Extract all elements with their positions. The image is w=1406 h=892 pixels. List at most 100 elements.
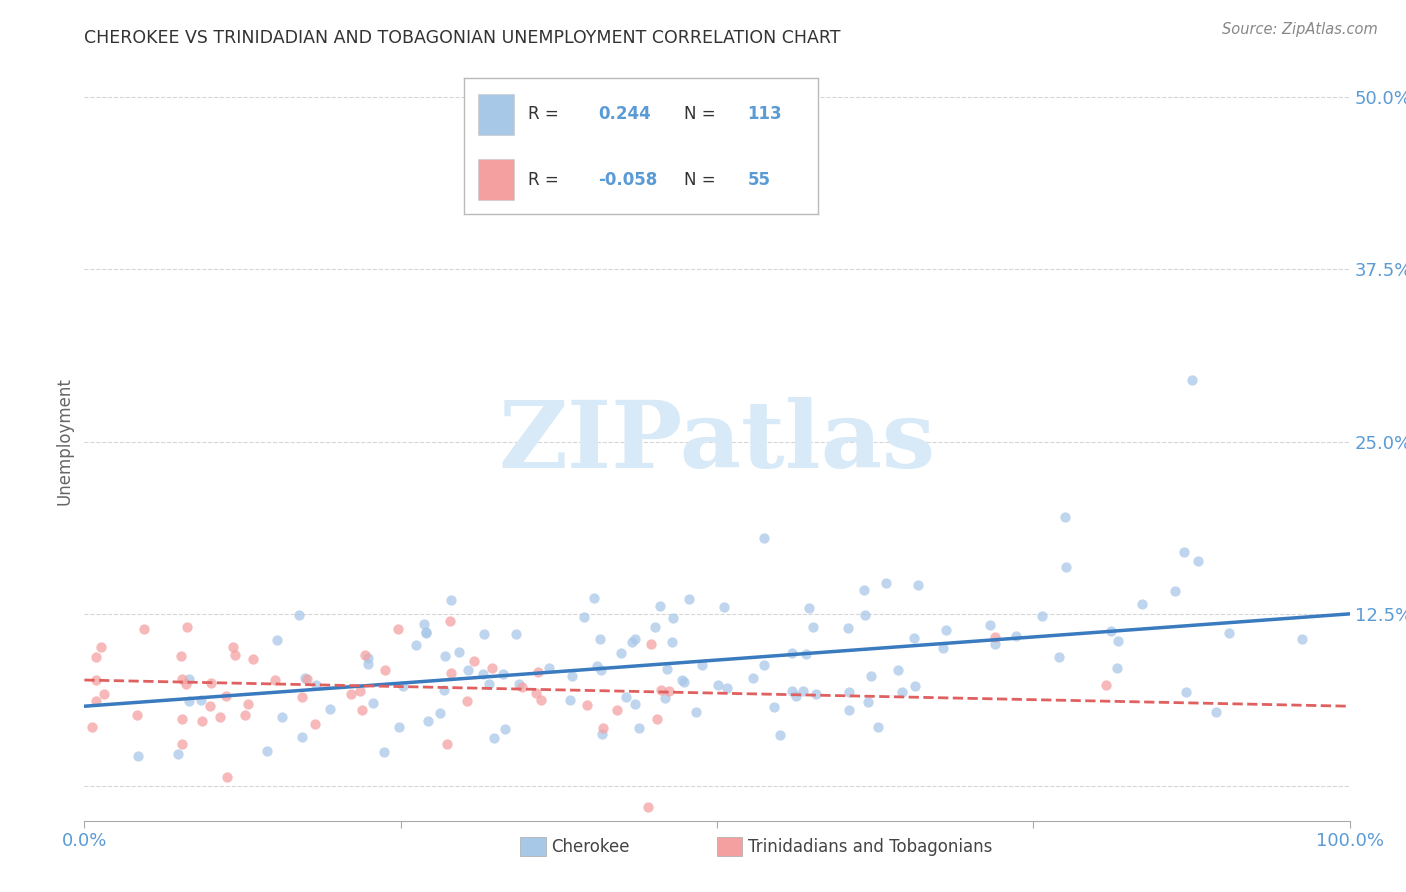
Point	[621, 635, 644, 649]
Point	[685, 705, 707, 719]
Point	[866, 720, 889, 734]
Point	[167, 747, 190, 762]
Point	[797, 600, 820, 615]
Point	[478, 677, 501, 691]
Point	[429, 706, 451, 721]
Point	[672, 675, 695, 690]
Point	[287, 607, 309, 622]
Point	[644, 620, 666, 634]
Point	[169, 648, 191, 663]
Point	[266, 632, 288, 647]
Point	[530, 693, 553, 707]
Point	[754, 531, 776, 545]
Point	[93, 687, 115, 701]
Point	[510, 680, 533, 694]
Point	[170, 672, 193, 686]
Point	[762, 699, 785, 714]
Point	[1054, 510, 1077, 524]
Point	[233, 708, 256, 723]
Point	[415, 624, 437, 639]
Point	[648, 599, 671, 614]
Point	[84, 673, 107, 687]
Point	[413, 617, 436, 632]
Point	[457, 663, 479, 677]
Point	[200, 676, 222, 690]
Point	[838, 685, 860, 699]
Point	[837, 621, 859, 635]
Point	[463, 654, 485, 668]
Text: Trinidadians and Tobagonians: Trinidadians and Tobagonians	[748, 838, 993, 855]
Point	[179, 672, 201, 686]
Point	[853, 608, 876, 623]
Point	[440, 665, 463, 680]
Point	[492, 666, 515, 681]
Point	[856, 695, 879, 709]
Point	[585, 659, 607, 673]
Point	[357, 657, 380, 671]
Point	[439, 614, 461, 628]
Point	[481, 661, 503, 675]
Point	[713, 599, 735, 614]
Point	[794, 647, 817, 661]
Point	[215, 690, 238, 704]
Point	[1291, 632, 1313, 646]
Point	[650, 683, 672, 698]
Point	[609, 646, 631, 660]
Point	[537, 661, 560, 675]
Point	[215, 770, 238, 784]
Point	[174, 677, 197, 691]
Point	[706, 678, 728, 692]
Point	[769, 728, 792, 742]
Point	[170, 712, 193, 726]
Point	[524, 686, 547, 700]
Point	[655, 662, 678, 676]
Point	[176, 620, 198, 634]
Point	[440, 593, 463, 607]
Point	[661, 611, 683, 625]
Point	[1031, 609, 1053, 624]
Point	[177, 694, 200, 708]
Point	[592, 721, 614, 735]
Point	[983, 630, 1005, 644]
Point	[84, 650, 107, 665]
Point	[801, 620, 824, 634]
Point	[349, 684, 371, 698]
Point	[887, 663, 910, 677]
Point	[191, 714, 214, 729]
Point	[780, 646, 803, 660]
Text: ZIPatlas: ZIPatlas	[499, 397, 935, 486]
Point	[190, 693, 212, 707]
Point	[236, 698, 259, 712]
Point	[482, 731, 505, 745]
Point	[979, 618, 1001, 632]
Point	[1218, 626, 1240, 640]
Point	[1173, 545, 1195, 559]
Text: Source: ZipAtlas.com: Source: ZipAtlas.com	[1222, 22, 1378, 37]
Point	[588, 632, 610, 647]
Point	[1130, 597, 1153, 611]
Point	[561, 668, 583, 682]
Point	[1094, 678, 1116, 692]
Point	[361, 696, 384, 710]
Point	[614, 690, 637, 705]
Point	[907, 578, 929, 592]
Text: Cherokee: Cherokee	[551, 838, 630, 855]
Point	[350, 703, 373, 717]
Point	[84, 694, 107, 708]
Point	[294, 671, 316, 685]
Point	[554, 200, 576, 214]
Point	[780, 683, 803, 698]
Point	[904, 679, 927, 693]
Point	[471, 667, 494, 681]
Point	[645, 712, 668, 726]
Point	[932, 640, 955, 655]
Point	[1099, 624, 1122, 639]
Point	[526, 665, 548, 680]
Point	[1047, 650, 1070, 665]
Point	[591, 727, 613, 741]
Point	[658, 684, 681, 698]
Point	[1187, 554, 1209, 568]
Point	[1107, 634, 1129, 648]
Point	[209, 710, 232, 724]
Point	[838, 703, 860, 717]
